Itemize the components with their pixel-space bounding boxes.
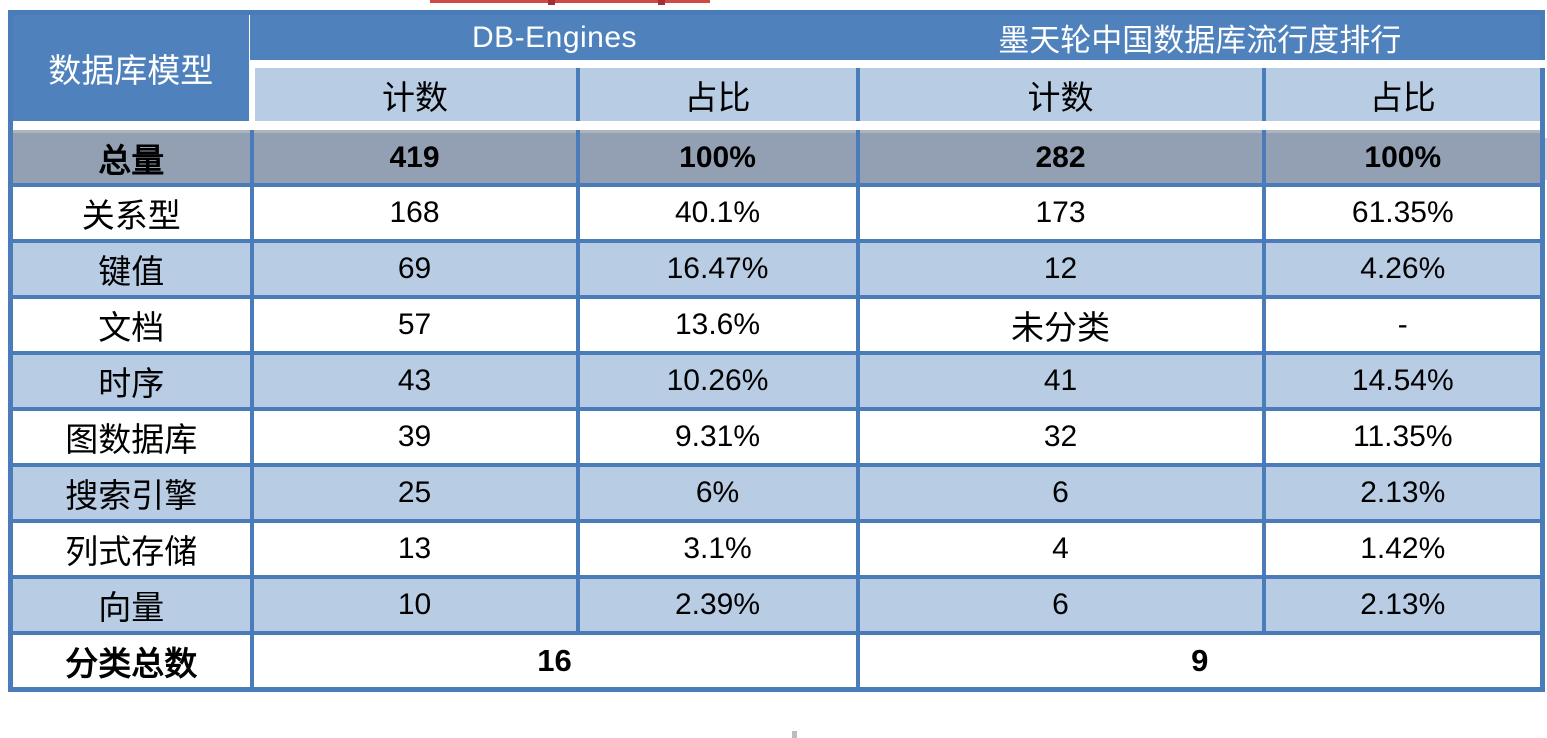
header-row-groups: 数据库模型 DB-Engines 墨天轮中国数据库流行度排行 — [10, 12, 1543, 121]
row-label: 图数据库 — [8, 407, 254, 467]
table-cell: 6 — [855, 575, 1266, 635]
table-cell: 6 — [855, 463, 1266, 523]
table-cell: 39 — [249, 407, 580, 467]
row-label: 文档 — [8, 295, 254, 355]
table-cell: 13.6% — [575, 295, 860, 355]
table-cell: 419 — [249, 131, 580, 187]
table-cell: 9.31% — [575, 407, 860, 467]
table-row: 键值 69 16.47% 12 4.26% — [8, 239, 1545, 299]
subheader-mtl-count: 计数 — [855, 64, 1264, 121]
table-cell: 4.26% — [1261, 239, 1545, 299]
table-cell: 2.39% — [575, 575, 860, 635]
table-cell: 2.13% — [1261, 575, 1545, 635]
row-label: 列式存储 — [8, 519, 254, 579]
table-cell: 173 — [855, 183, 1266, 243]
table-cell: - — [1261, 295, 1545, 355]
table-cell: 25 — [249, 463, 580, 523]
table-cell: 6% — [575, 463, 860, 523]
row-label: 时序 — [8, 351, 254, 411]
summary-mtl-total: 9 — [855, 631, 1545, 691]
red-underline-tick — [548, 0, 555, 5]
table-row: 列式存储 13 3.1% 4 1.42% — [8, 519, 1545, 579]
table-cell: 16.47% — [575, 239, 860, 299]
table-cell: 10.26% — [575, 351, 860, 411]
table-cell: 100% — [575, 131, 860, 187]
table-cell: 12 — [855, 239, 1266, 299]
database-model-comparison-table: 数据库模型 DB-Engines 墨天轮中国数据库流行度排行 计数 占比 计数 … — [8, 10, 1546, 692]
table-row: 时序 43 10.26% 41 14.54% — [8, 351, 1545, 411]
row-label: 总量 — [8, 131, 254, 187]
table-row: 文档 57 13.6% 未分类 - — [8, 295, 1545, 355]
subheader-db-pct: 占比 — [575, 64, 858, 121]
table-row: 关系型 168 40.1% 173 61.35% — [8, 183, 1545, 243]
table-cell: 1.42% — [1261, 519, 1545, 579]
table-cell: 未分类 — [855, 295, 1266, 355]
bottom-edge-gray-artifact — [792, 731, 797, 738]
table-cell: 14.54% — [1261, 351, 1545, 411]
table-cell: 100% — [1261, 131, 1545, 187]
table-cell: 10 — [249, 575, 580, 635]
table-row: 搜索引擎 25 6% 6 2.13% — [8, 463, 1545, 523]
table-row: 图数据库 39 9.31% 32 11.35% — [8, 407, 1545, 467]
row-label: 向量 — [8, 575, 254, 635]
row-label: 搜索引擎 — [8, 463, 254, 523]
header-database-model: 数据库模型 — [10, 12, 252, 121]
header-row-metrics: 计数 占比 计数 占比 — [11, 64, 1543, 121]
table-cell: 61.35% — [1261, 183, 1545, 243]
table-cell: 32 — [855, 407, 1266, 467]
table-row-summary: 分类总数 16 9 — [8, 631, 1545, 691]
table-cell: 41 — [855, 351, 1266, 411]
table-cell: 43 — [249, 351, 580, 411]
table-cell: 11.35% — [1261, 407, 1545, 467]
row-label: 分类总数 — [8, 631, 254, 691]
header-mtl-ranking: 墨天轮中国数据库流行度排行 — [855, 12, 1543, 68]
subheader-mtl-pct: 占比 — [1261, 64, 1543, 121]
red-underline-tick — [658, 0, 665, 5]
table-cell: 168 — [249, 183, 580, 243]
table-cell: 282 — [855, 131, 1266, 187]
table-cell: 69 — [249, 239, 580, 299]
header-db-engines: DB-Engines — [249, 12, 858, 68]
table-cell: 40.1% — [575, 183, 860, 243]
cropped-red-underline-artifact — [430, 0, 710, 3]
table-cell: 3.1% — [575, 519, 860, 579]
header-body-gap — [10, 121, 1543, 133]
table-row-total: 总量 419 100% 282 100% — [8, 131, 1545, 187]
table-cell: 57 — [249, 295, 580, 355]
row-label: 关系型 — [8, 183, 254, 243]
subheader-db-count: 计数 — [248, 64, 578, 121]
table-cell: 2.13% — [1261, 463, 1545, 523]
table-cell: 4 — [855, 519, 1266, 579]
table-cell: 13 — [249, 519, 580, 579]
table-row: 向量 10 2.39% 6 2.13% — [8, 575, 1545, 635]
summary-db-total: 16 — [249, 631, 860, 691]
row-label: 键值 — [8, 239, 254, 299]
